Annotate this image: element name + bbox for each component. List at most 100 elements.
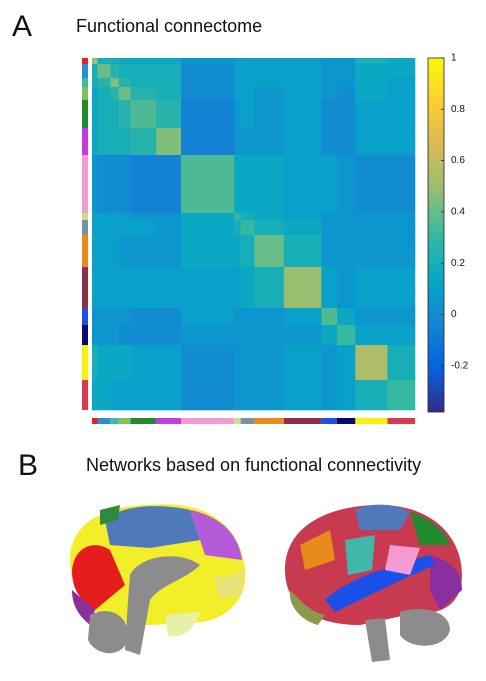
heatmap-cell — [181, 128, 235, 156]
heatmap-cell — [321, 100, 338, 129]
heatmap-cell — [283, 308, 322, 326]
heatmap-cell — [283, 213, 322, 221]
heatmap-cell — [92, 267, 98, 309]
heatmap-cell — [156, 58, 182, 65]
heatmap-cell — [118, 325, 131, 346]
heatmap-cell — [283, 380, 322, 411]
heatmap-cell — [118, 213, 131, 221]
heatmap-cell — [110, 267, 119, 309]
heatmap-cell — [130, 100, 157, 129]
heatmap-cell — [97, 100, 111, 129]
heatmap-cell — [240, 213, 255, 221]
heatmap-cell — [181, 155, 235, 214]
heatmap-cell — [240, 380, 255, 411]
heatmap-cell — [156, 345, 182, 381]
heatmap-cell — [130, 87, 157, 101]
heatmap-cell — [337, 220, 356, 236]
heatmap-cell — [355, 308, 388, 326]
heatmap-cell — [355, 345, 388, 381]
heatmap-cell — [181, 267, 235, 309]
heatmap-cell — [130, 64, 157, 79]
heatmap-cell — [181, 213, 235, 221]
network-strip — [82, 155, 88, 213]
heatmap-cell — [130, 325, 157, 346]
heatmap-cell — [181, 78, 235, 88]
heatmap-cell — [110, 325, 119, 346]
network-strip — [254, 418, 284, 424]
heatmap-cell — [118, 345, 131, 381]
heatmap-cell — [234, 345, 241, 381]
heatmap-cell — [240, 155, 255, 214]
heatmap-cell — [181, 220, 235, 236]
heatmap-cell — [118, 100, 131, 129]
heatmap-cell — [355, 213, 388, 221]
heatmap-cell — [130, 220, 157, 236]
heatmap-cell — [254, 345, 285, 381]
heatmap-cell — [234, 380, 241, 411]
heatmap-cell — [156, 155, 182, 214]
heatmap-cell — [355, 155, 388, 214]
heatmap-cell — [97, 220, 111, 236]
heatmap-cell — [337, 235, 356, 268]
heatmap-cell — [130, 78, 157, 88]
heatmap-cell — [234, 235, 241, 268]
heatmap-cell — [156, 325, 182, 346]
heatmap-cell — [240, 235, 255, 268]
heatmap-cell — [234, 213, 241, 221]
heatmap-cell — [254, 64, 285, 79]
heatmap-cell — [118, 267, 131, 309]
heatmap-cell — [118, 87, 131, 101]
heatmap-cell — [92, 78, 98, 88]
heatmap-cell — [130, 345, 157, 381]
heatmap-cell — [337, 267, 356, 309]
heatmap-cell — [240, 128, 255, 156]
heatmap-cell — [254, 213, 285, 221]
heatmap-cell — [110, 213, 119, 221]
network-strip — [82, 325, 88, 345]
heatmap-cell — [234, 87, 241, 101]
heatmap-cell — [130, 213, 157, 221]
heatmap-cell — [355, 325, 388, 346]
heatmap-cell — [321, 64, 338, 79]
heatmap-cell — [234, 64, 241, 79]
heatmap-cell — [156, 267, 182, 309]
heatmap-cell — [234, 267, 241, 309]
heatmap-cell — [97, 78, 111, 88]
heatmap-cell — [337, 325, 356, 346]
heatmap-cell — [387, 213, 416, 221]
network-strip — [118, 418, 131, 424]
heatmap-cell — [283, 78, 322, 88]
heatmap-cell — [240, 267, 255, 309]
heatmap-cell — [321, 58, 338, 65]
heatmap-cell — [97, 155, 111, 214]
network-strip — [110, 418, 119, 424]
heatmap-cell — [110, 78, 119, 88]
heatmap-cell — [387, 380, 416, 411]
heatmap-cell — [234, 58, 241, 65]
heatmap-cell — [254, 220, 285, 236]
panel-label: B — [18, 449, 38, 482]
heatmap-cell — [156, 380, 182, 411]
heatmap-cell — [254, 155, 285, 214]
heatmap-cell — [283, 64, 322, 79]
heatmap-cell — [181, 58, 235, 65]
heatmap-cell — [321, 345, 338, 381]
heatmap-cell — [254, 128, 285, 156]
heatmap-cell — [387, 128, 416, 156]
heatmap-cell — [181, 325, 235, 346]
heatmap-cell — [240, 100, 255, 129]
network-strip — [82, 220, 88, 235]
heatmap-cell — [234, 325, 241, 346]
colorbar-tick-label: -0.2 — [451, 360, 469, 371]
heatmap-cell — [283, 58, 322, 65]
colorbar-tick-label: 1 — [451, 53, 457, 64]
heatmap-cell — [234, 220, 241, 236]
heatmap-cell — [234, 128, 241, 156]
heatmap-cell — [355, 380, 388, 411]
heatmap-cell — [387, 325, 416, 346]
network-strip — [82, 308, 88, 325]
heatmap-cell — [337, 128, 356, 156]
heatmap-cell — [118, 220, 131, 236]
network-strip — [82, 58, 88, 64]
heatmap-cell — [181, 64, 235, 79]
